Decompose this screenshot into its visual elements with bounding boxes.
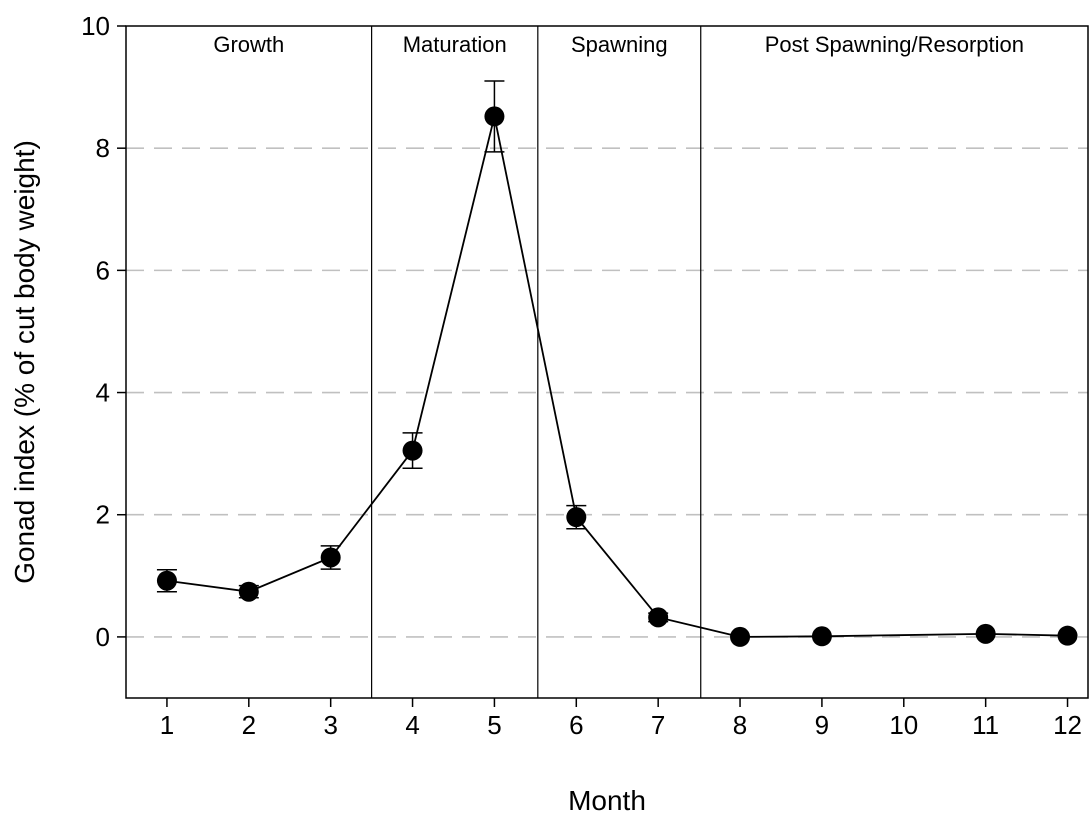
data-point [975, 623, 996, 644]
y-tick-label: 10 [81, 11, 110, 41]
y-tick-label: 4 [96, 378, 110, 408]
data-point [811, 626, 832, 647]
x-tick-label: 3 [323, 710, 337, 740]
x-tick-label: 7 [651, 710, 665, 740]
x-tick-label: 1 [160, 710, 174, 740]
data-point [402, 440, 423, 461]
phase-label: Maturation [403, 32, 507, 57]
data-series [156, 80, 1078, 647]
data-point [238, 581, 259, 602]
x-tick-label: 10 [889, 710, 918, 740]
y-tick-label: 8 [96, 133, 110, 163]
grid-lines [126, 147, 1088, 638]
data-point [320, 547, 341, 568]
data-point [566, 507, 587, 528]
x-tick-label: 6 [569, 710, 583, 740]
data-point [1057, 625, 1078, 646]
phase-label: Post Spawning/Resorption [765, 32, 1024, 57]
x-tick-label: 4 [405, 710, 419, 740]
x-tick-label: 8 [733, 710, 747, 740]
plot-frame [125, 25, 1089, 699]
data-point [648, 607, 669, 628]
y-tick-label: 6 [96, 255, 110, 285]
data-point [730, 626, 751, 647]
y-tick-label: 2 [96, 500, 110, 530]
phase-label: Growth [213, 32, 284, 57]
x-tick-label: 12 [1053, 710, 1082, 740]
x-tick-label: 2 [242, 710, 256, 740]
x-tick-label: 11 [972, 710, 999, 740]
x-tick-label: 5 [487, 710, 501, 740]
y-tick-label: 0 [96, 622, 110, 652]
phase-dividers: Growth Maturation Spawning Post Spawning/Re… [213, 26, 1024, 698]
x-axis-title: Month [568, 785, 646, 815]
y-axis-title: Gonad index (% of cut body weight) [9, 140, 40, 584]
x-tick-label: 9 [815, 710, 829, 740]
series-line [166, 116, 1068, 638]
phase-label: Spawning [571, 32, 668, 57]
data-point [156, 570, 177, 591]
data-point [484, 106, 505, 127]
